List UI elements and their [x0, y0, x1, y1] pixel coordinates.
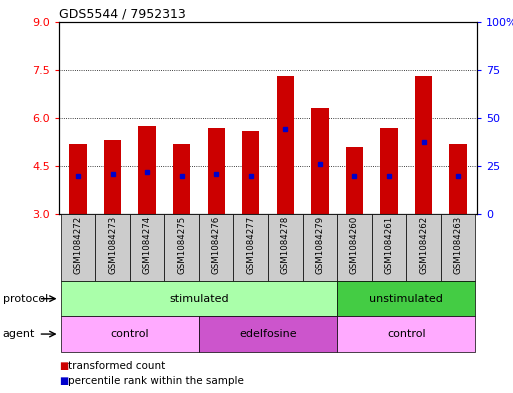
Bar — [139, 126, 156, 214]
Bar — [337, 214, 372, 281]
Text: percentile rank within the sample: percentile rank within the sample — [68, 376, 244, 386]
Bar — [69, 143, 87, 214]
Bar — [208, 127, 225, 214]
Bar — [337, 316, 476, 352]
Bar — [233, 214, 268, 281]
Text: GSM1084278: GSM1084278 — [281, 216, 290, 274]
Text: GSM1084277: GSM1084277 — [246, 216, 255, 274]
Bar — [268, 214, 303, 281]
Bar — [380, 127, 398, 214]
Bar — [95, 214, 130, 281]
Bar — [337, 281, 476, 316]
Text: GSM1084262: GSM1084262 — [419, 216, 428, 274]
Bar — [61, 214, 95, 281]
Bar — [61, 281, 337, 316]
Bar — [104, 140, 121, 214]
Bar — [311, 108, 328, 214]
Text: GSM1084279: GSM1084279 — [315, 216, 324, 274]
Bar — [130, 214, 164, 281]
Text: ■: ■ — [59, 376, 68, 386]
Bar — [173, 143, 190, 214]
Bar — [61, 316, 199, 352]
Text: unstimulated: unstimulated — [369, 294, 443, 304]
Text: GSM1084273: GSM1084273 — [108, 216, 117, 274]
Bar — [277, 76, 294, 214]
Bar — [406, 214, 441, 281]
Text: agent: agent — [3, 329, 35, 339]
Bar — [164, 214, 199, 281]
Text: GSM1084274: GSM1084274 — [143, 216, 152, 274]
Bar — [303, 214, 337, 281]
Text: GSM1084272: GSM1084272 — [73, 216, 83, 274]
Text: GDS5544 / 7952313: GDS5544 / 7952313 — [59, 7, 186, 20]
Bar — [372, 214, 406, 281]
Bar — [346, 147, 363, 214]
Bar — [242, 131, 260, 214]
Text: ■: ■ — [59, 361, 68, 371]
Text: stimulated: stimulated — [169, 294, 229, 304]
Text: GSM1084275: GSM1084275 — [177, 216, 186, 274]
Text: control: control — [387, 329, 426, 339]
Text: GSM1084263: GSM1084263 — [453, 216, 463, 274]
Bar — [199, 316, 337, 352]
Text: GSM1084276: GSM1084276 — [212, 216, 221, 274]
Text: GSM1084260: GSM1084260 — [350, 216, 359, 274]
Text: edelfosine: edelfosine — [239, 329, 297, 339]
Bar — [449, 143, 467, 214]
Text: protocol: protocol — [3, 294, 48, 304]
Text: control: control — [110, 329, 149, 339]
Text: GSM1084261: GSM1084261 — [384, 216, 393, 274]
Bar — [441, 214, 476, 281]
Bar — [415, 76, 432, 214]
Text: transformed count: transformed count — [68, 361, 165, 371]
Bar — [199, 214, 233, 281]
